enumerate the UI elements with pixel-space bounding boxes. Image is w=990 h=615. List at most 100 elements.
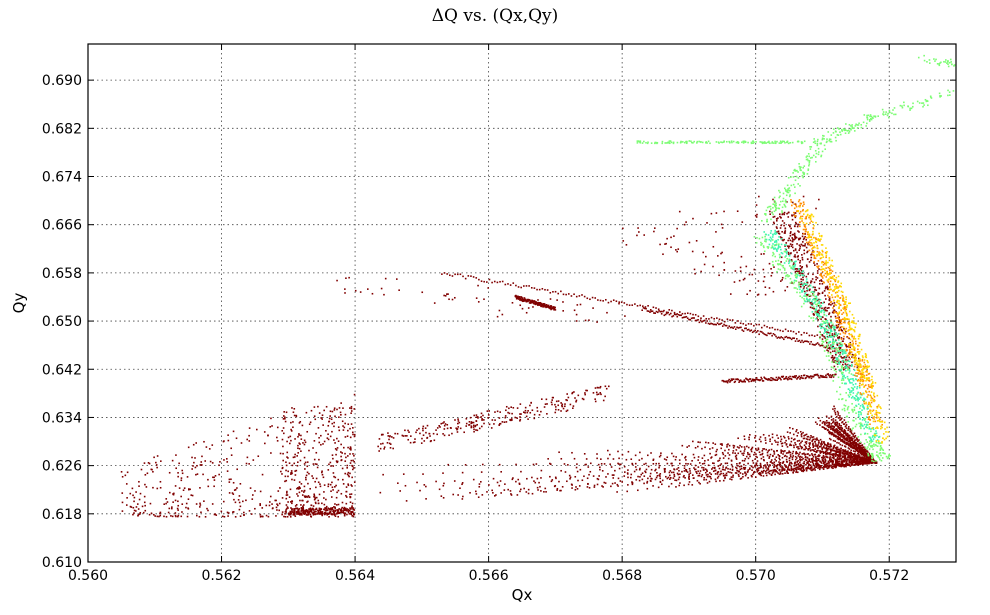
data-point-dark — [834, 431, 836, 434]
data-point-dark — [835, 339, 837, 342]
data-point-dark — [748, 380, 750, 383]
data-point-dark — [496, 281, 499, 284]
data-point-dark — [773, 215, 776, 218]
data-point-dark — [684, 457, 686, 459]
data-point-dark — [658, 310, 660, 312]
data-point-dark — [792, 433, 795, 436]
data-point-dark — [833, 410, 836, 412]
data-point-dark — [858, 455, 860, 458]
data-point-dark — [861, 457, 864, 460]
data-point-dark — [687, 463, 689, 465]
data-point-dark — [679, 314, 681, 317]
data-point-dark — [327, 433, 329, 436]
data-point-dark — [317, 481, 320, 484]
data-point-dark — [486, 491, 488, 493]
data-point-dark — [732, 452, 734, 454]
data-point-dark — [854, 460, 857, 463]
data-point-dark — [338, 508, 340, 510]
data-point-dark — [830, 423, 833, 425]
data-point-dark — [677, 473, 680, 476]
data-point-dark — [261, 515, 263, 518]
data-point-dark — [456, 428, 459, 430]
data-point-dark — [755, 204, 758, 206]
data-point-dark — [817, 292, 820, 294]
data-point-dark — [168, 471, 171, 474]
data-point-dark — [394, 432, 396, 435]
data-point-dark — [756, 213, 758, 216]
data-point-dark — [540, 410, 542, 413]
data-point-dark — [840, 418, 842, 421]
data-point-dark — [849, 351, 851, 354]
data-point-dark — [837, 323, 840, 326]
data-point-dark — [544, 403, 547, 405]
data-point-dark — [278, 509, 281, 512]
data-point-dark — [824, 306, 827, 309]
data-point-dark — [801, 458, 803, 461]
data-point-dark — [180, 479, 183, 482]
data-point-dark — [812, 463, 815, 465]
data-point-dark — [694, 313, 697, 316]
data-point-dark — [837, 351, 840, 354]
data-point-dark — [803, 237, 805, 240]
data-point-dark — [611, 474, 614, 476]
data-point-dark — [310, 511, 313, 513]
data-point-dark — [834, 440, 836, 442]
data-point-dark — [528, 285, 530, 287]
data-point-dark — [304, 510, 307, 513]
data-point-dark — [299, 420, 302, 423]
data-point-dark — [180, 515, 183, 518]
data-point-dark — [298, 481, 301, 483]
data-point-dark — [800, 464, 803, 467]
data-point-dark — [646, 487, 649, 490]
data-point-dark — [709, 448, 711, 450]
data-point-dark — [352, 508, 354, 510]
data-point-dark — [812, 468, 814, 471]
data-point-dark — [295, 507, 298, 510]
data-point-dark — [841, 439, 844, 442]
data-point-dark — [851, 439, 854, 441]
data-point-dark — [228, 478, 231, 481]
data-point-dark — [707, 442, 710, 444]
data-point-dark — [722, 453, 725, 456]
data-point-dark — [604, 482, 607, 484]
data-point-dark — [277, 490, 280, 492]
data-point-dark — [827, 424, 829, 427]
data-point-dark — [351, 485, 353, 487]
data-point-dark — [740, 477, 743, 480]
data-point-dark — [701, 457, 704, 459]
data-point-dark — [174, 485, 177, 487]
data-point-dark — [340, 511, 343, 513]
data-point-dark — [473, 428, 475, 431]
data-point-dark — [820, 344, 823, 347]
data-point-dark — [340, 492, 343, 495]
data-point-dark — [766, 462, 769, 464]
data-point-dark — [829, 374, 832, 376]
data-point-dark — [174, 512, 177, 514]
data-point-dark — [493, 280, 496, 283]
data-point-dark — [697, 456, 700, 458]
data-point-dark — [805, 438, 808, 440]
data-point-dark — [784, 450, 786, 452]
data-point-dark — [172, 501, 174, 503]
data-point-dark — [567, 464, 569, 466]
data-point-dark — [845, 458, 848, 461]
data-point-dark — [359, 291, 362, 293]
data-point-dark — [290, 428, 292, 431]
data-point-dark — [268, 504, 271, 507]
data-point-dark — [446, 273, 448, 275]
data-point-dark — [803, 462, 805, 465]
data-point-dark — [575, 399, 578, 402]
data-point-dark — [808, 458, 811, 461]
data-point-dark — [156, 455, 159, 457]
data-point-dark — [353, 509, 356, 511]
data-point-dark — [786, 336, 789, 339]
data-point-dark — [307, 500, 309, 503]
data-point-dark — [597, 386, 599, 389]
data-point-dark — [791, 201, 794, 204]
data-point-dark — [716, 448, 718, 451]
data-point-dark — [351, 476, 353, 479]
data-point-dark — [863, 463, 865, 465]
data-point-dark — [261, 507, 264, 509]
data-point-dark — [820, 443, 822, 445]
data-point-dark — [222, 440, 225, 443]
